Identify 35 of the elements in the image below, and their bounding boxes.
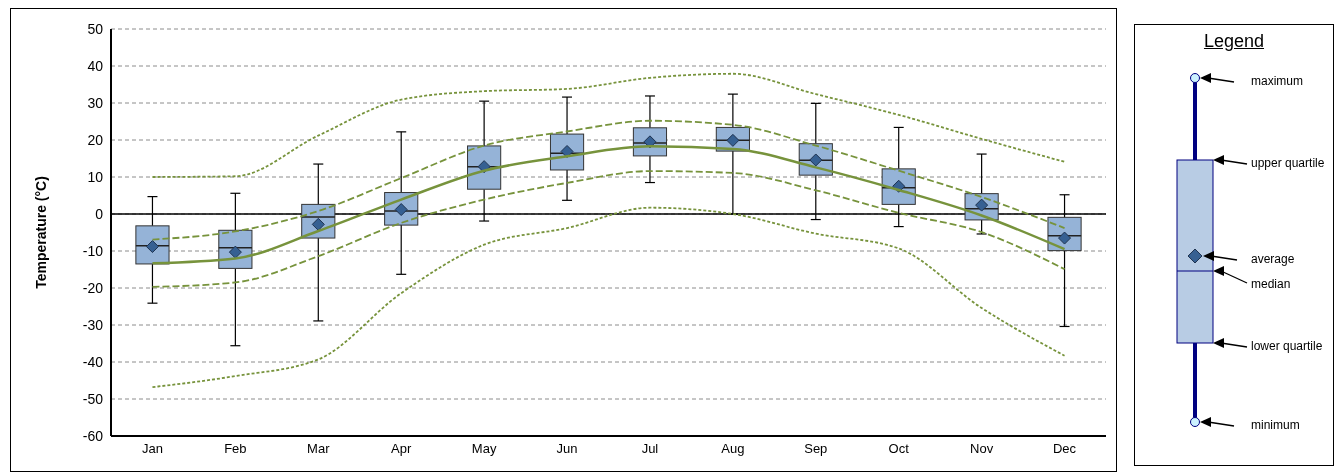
y-tick-label: 40 <box>87 57 104 74</box>
y-tick-label: 10 <box>87 168 104 185</box>
x-tick-label: Nov <box>970 441 994 457</box>
y-tick-label: -60 <box>82 427 104 444</box>
line-series <box>151 72 1066 178</box>
y-tick-label: -20 <box>82 279 104 296</box>
y-tick-label: 20 <box>87 131 104 148</box>
x-tick-label: May <box>471 441 497 457</box>
y-tick-label: -30 <box>82 316 104 333</box>
x-tick-label: Apr <box>391 441 412 457</box>
y-tick-label: -50 <box>82 390 104 407</box>
x-tick-label: Jun <box>556 441 578 457</box>
y-tick-label: 50 <box>87 20 104 37</box>
line-series <box>151 206 1066 389</box>
text: maximum <box>1251 74 1304 88</box>
x-tick-label: Jul <box>641 441 659 457</box>
y-tick-label: -10 <box>82 242 104 259</box>
x-tick-label: Aug <box>721 441 745 457</box>
text: average <box>1251 252 1295 266</box>
y-tick-label: -40 <box>82 353 104 370</box>
text: upper quartile <box>1251 156 1325 170</box>
text: lower quartile <box>1251 339 1323 353</box>
x-tick-label: Dec <box>1052 441 1077 457</box>
x-tick-label: Sep <box>804 441 828 457</box>
y-tick-label: 30 <box>87 94 104 111</box>
text: median <box>1251 277 1291 291</box>
x-tick-label: Jan <box>141 441 163 457</box>
text: minimum <box>1251 418 1300 432</box>
y-axis-title: Temperature (°C) <box>32 176 49 289</box>
legend-title: Legend <box>1202 31 1266 52</box>
x-tick-label: Mar <box>307 441 331 457</box>
x-tick-label: Feb <box>224 441 247 457</box>
x-tick-label: Oct <box>888 441 910 457</box>
line-series <box>151 170 1066 288</box>
y-tick-label: 0 <box>95 205 104 222</box>
